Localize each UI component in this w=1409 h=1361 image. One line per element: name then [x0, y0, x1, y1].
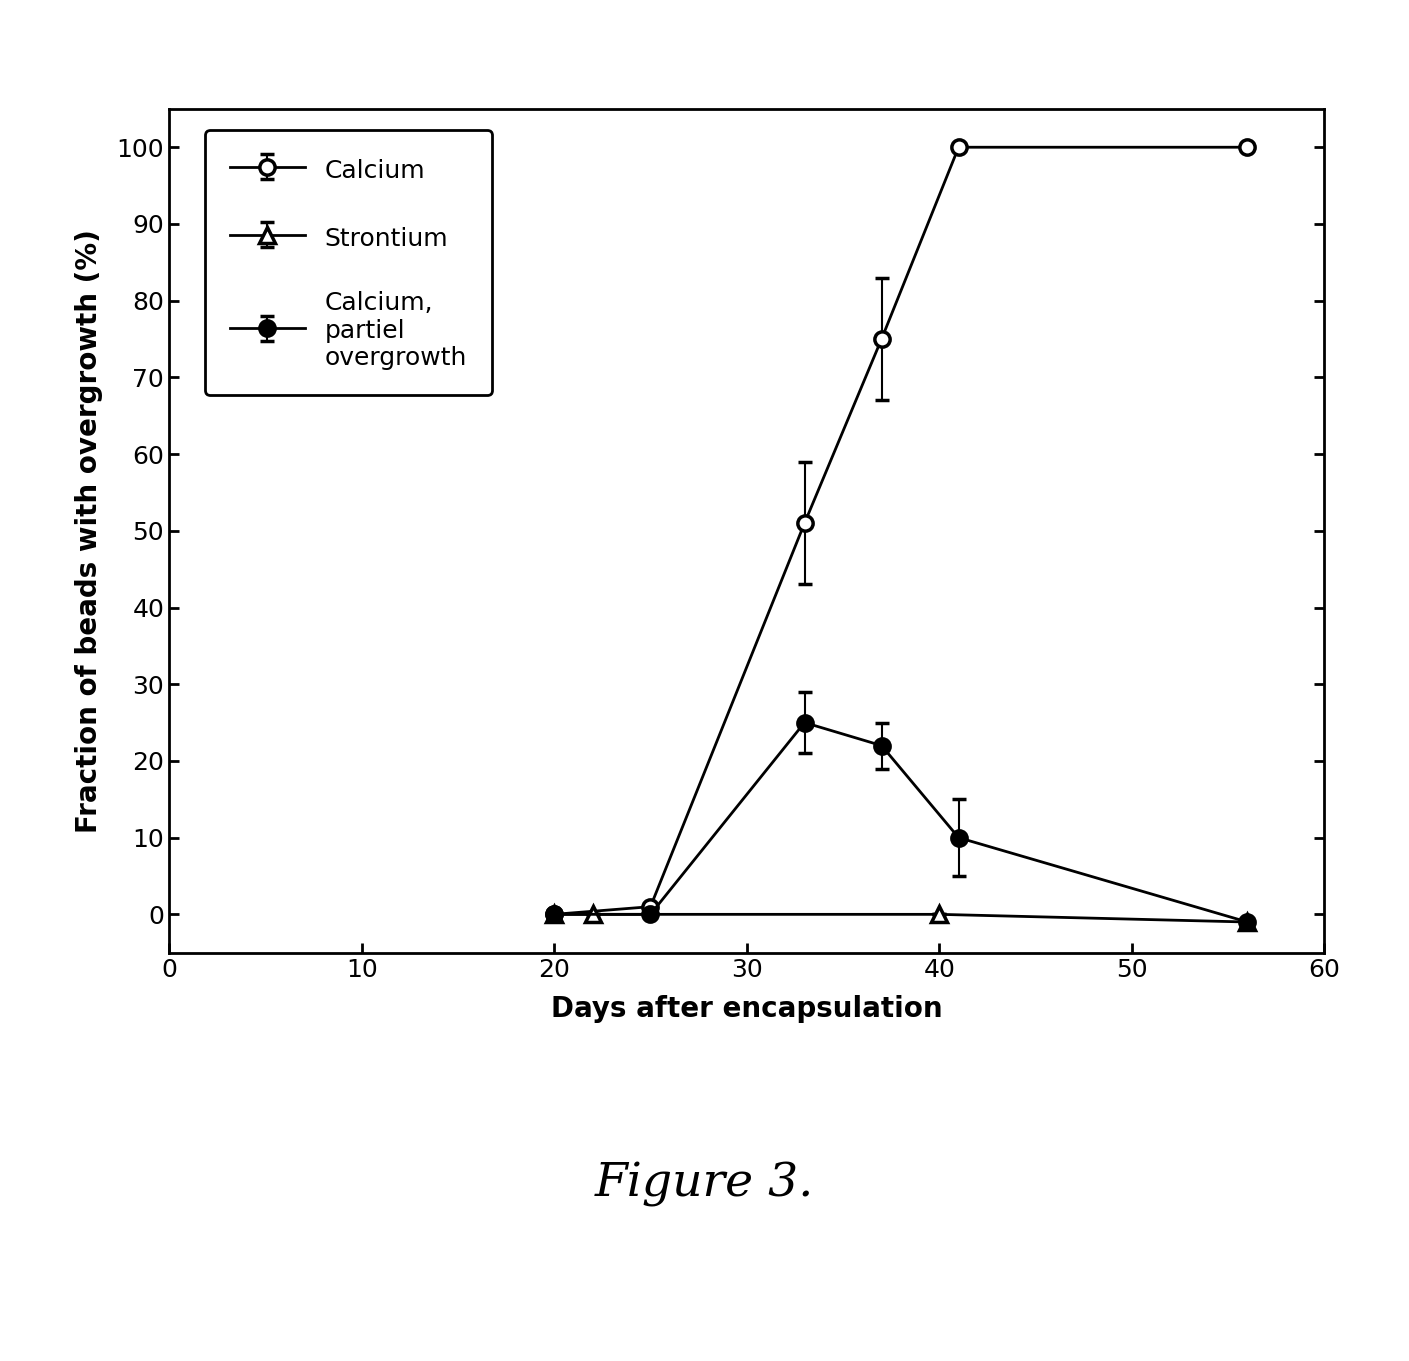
X-axis label: Days after encapsulation: Days after encapsulation	[551, 995, 943, 1023]
Text: Figure 3.: Figure 3.	[595, 1161, 814, 1207]
Legend: Calcium, Strontium, Calcium,
partiel
overgrowth: Calcium, Strontium, Calcium, partiel ove…	[204, 129, 492, 396]
Y-axis label: Fraction of beads with overgrowth (%): Fraction of beads with overgrowth (%)	[75, 229, 103, 833]
